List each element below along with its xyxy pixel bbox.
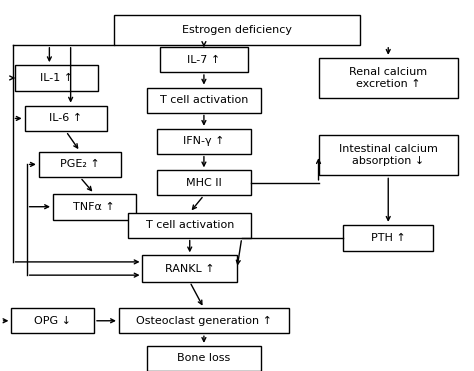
Text: Osteoclast generation ↑: Osteoclast generation ↑ [136, 316, 272, 326]
FancyBboxPatch shape [53, 194, 136, 220]
Text: Estrogen deficiency: Estrogen deficiency [182, 25, 292, 35]
Text: IFN-γ ↑: IFN-γ ↑ [183, 136, 225, 146]
FancyBboxPatch shape [343, 225, 433, 251]
Text: IL-1 ↑: IL-1 ↑ [40, 73, 73, 83]
FancyBboxPatch shape [25, 105, 107, 131]
FancyBboxPatch shape [15, 65, 98, 91]
Text: IL-7 ↑: IL-7 ↑ [187, 55, 220, 65]
FancyBboxPatch shape [39, 151, 121, 177]
FancyBboxPatch shape [128, 213, 251, 237]
FancyBboxPatch shape [319, 58, 458, 98]
Text: PTH ↑: PTH ↑ [371, 233, 406, 243]
FancyBboxPatch shape [119, 308, 289, 333]
FancyBboxPatch shape [319, 135, 458, 175]
Text: Intestinal calcium
absorption ↓: Intestinal calcium absorption ↓ [339, 144, 438, 166]
FancyBboxPatch shape [11, 308, 94, 333]
Text: TNFα ↑: TNFα ↑ [73, 202, 115, 212]
Text: OPG ↓: OPG ↓ [34, 316, 71, 326]
FancyBboxPatch shape [147, 346, 261, 371]
FancyBboxPatch shape [160, 47, 247, 72]
Text: IL-6 ↑: IL-6 ↑ [49, 114, 82, 124]
Text: T cell activation: T cell activation [146, 220, 234, 230]
Text: Renal calcium
excretion ↑: Renal calcium excretion ↑ [349, 67, 427, 89]
Text: T cell activation: T cell activation [160, 95, 248, 105]
FancyBboxPatch shape [156, 129, 251, 154]
Text: MHC II: MHC II [186, 178, 222, 188]
FancyBboxPatch shape [114, 16, 360, 45]
Text: RANKL ↑: RANKL ↑ [165, 263, 215, 273]
FancyBboxPatch shape [156, 170, 251, 195]
FancyBboxPatch shape [143, 255, 237, 282]
Text: PGE₂ ↑: PGE₂ ↑ [60, 160, 100, 170]
Text: Bone loss: Bone loss [177, 353, 230, 363]
FancyBboxPatch shape [147, 88, 261, 112]
